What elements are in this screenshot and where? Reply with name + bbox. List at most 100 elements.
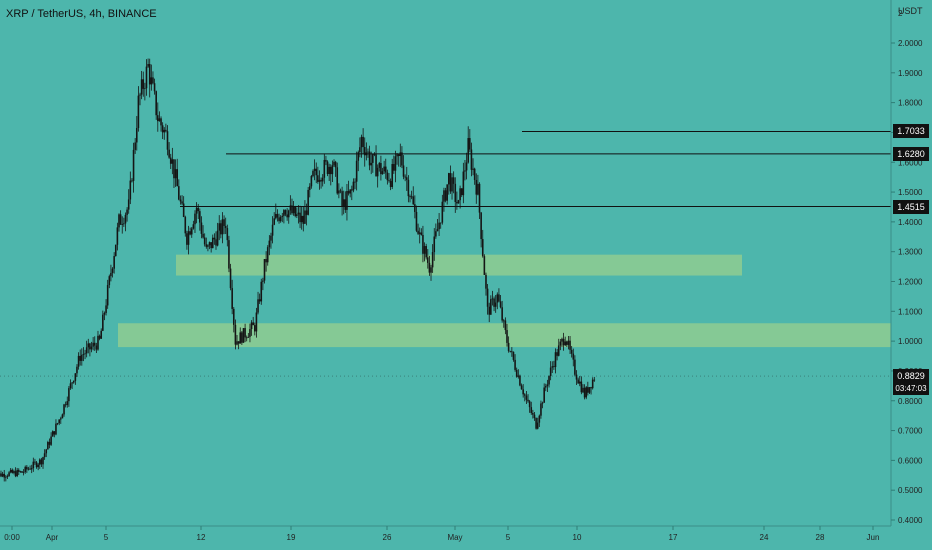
candle-body [199, 211, 201, 223]
time-axis[interactable]: 0:00 Apr 5 12 19 26 May 5 10 17 24 28 Jun [4, 526, 879, 542]
candle-body [591, 379, 594, 389]
candle-body [250, 322, 253, 330]
candle-body [132, 149, 135, 181]
candle-body [509, 350, 512, 352]
candle-body [511, 351, 513, 353]
candle-body [499, 301, 502, 308]
candle-body [456, 201, 458, 204]
candle-body [289, 205, 292, 211]
candle-body [452, 177, 455, 184]
candle-body [300, 215, 303, 223]
candle-body [179, 199, 182, 202]
candle-body [239, 332, 242, 344]
candle-body [397, 154, 400, 157]
candle-body [446, 184, 448, 201]
candle-body [577, 379, 579, 384]
candle-body [310, 176, 313, 187]
candle-body [58, 419, 60, 424]
price-axis[interactable]: 0.40000.50000.60000.70000.80000.90001.00… [891, 9, 923, 525]
candle-body [569, 340, 571, 350]
candle-body [304, 210, 306, 224]
candle-body [87, 343, 90, 348]
time-tick-label: Apr [46, 533, 59, 542]
candle-body [223, 219, 225, 226]
candle-body [45, 449, 48, 454]
candle-body [318, 179, 321, 182]
candle-body [485, 274, 487, 289]
candle-body [291, 205, 293, 214]
candle-body [530, 407, 533, 413]
candle-body [47, 442, 49, 450]
candle-body [43, 453, 46, 458]
candle-body [56, 423, 59, 424]
candle-body [35, 462, 38, 468]
candle-body [378, 163, 381, 168]
candle-body [200, 222, 203, 234]
candle-body [16, 469, 18, 477]
candle-body [211, 237, 214, 249]
price-tick-label: 0.7000 [898, 427, 923, 436]
candle-body [580, 381, 583, 393]
candle-body [98, 335, 101, 339]
candle-body [567, 340, 570, 345]
candle-body [465, 162, 468, 171]
sr-zone[interactable] [118, 323, 891, 348]
candle-body [81, 354, 83, 361]
candle-body [370, 162, 372, 166]
candle-body [176, 169, 178, 187]
current-price-tag: 0.8829 [893, 369, 929, 384]
candle-body [270, 235, 272, 241]
candle-body [258, 299, 261, 302]
candle-body [372, 154, 374, 163]
candle-body [155, 91, 157, 116]
candle-body [498, 294, 500, 302]
candle-body [100, 330, 103, 339]
candle-body [349, 189, 351, 194]
candle-body [263, 259, 266, 281]
candle-body [163, 129, 166, 133]
candle-body [97, 335, 99, 350]
candle-body [574, 359, 576, 375]
candle-body [448, 173, 450, 185]
candle-body [439, 222, 442, 224]
candle-body [150, 77, 153, 85]
candle-body [426, 257, 429, 263]
candle-body [553, 366, 555, 368]
candle-body [268, 240, 271, 248]
candle-body [519, 375, 521, 386]
candle-body [551, 366, 554, 368]
price-tick-label: 2.0000 [898, 39, 923, 48]
candle-body [22, 471, 25, 473]
time-tick-label: 28 [816, 533, 825, 542]
candle-body [221, 219, 224, 235]
sr-zone[interactable] [176, 254, 742, 276]
candle-body [460, 188, 463, 196]
candle-body [478, 183, 481, 213]
candle-body [27, 468, 30, 470]
candle-body [92, 342, 94, 347]
time-tick-label: May [447, 533, 462, 542]
candle-body [266, 247, 269, 263]
candle-body [184, 216, 187, 234]
candle-body [525, 395, 528, 400]
candle-body [473, 168, 476, 180]
symbol-title[interactable]: XRP / TetherUS, 4h, BINANCE [6, 8, 157, 20]
candle-body [308, 186, 311, 190]
time-tick-label: 26 [383, 533, 392, 542]
candle-body [37, 464, 39, 468]
time-tick-label: 5 [104, 533, 109, 542]
candle-body [118, 214, 120, 228]
candle-body [404, 176, 406, 178]
candle-body [469, 138, 471, 150]
candle-body [102, 314, 104, 331]
candle-body [113, 256, 115, 269]
candle-body [218, 223, 221, 231]
price-tick-label: 1.8000 [898, 99, 923, 108]
candle-body [255, 312, 258, 332]
candle-body [334, 161, 337, 168]
candle-body [462, 171, 465, 196]
candle-body [380, 163, 382, 175]
candle-body [342, 199, 345, 207]
